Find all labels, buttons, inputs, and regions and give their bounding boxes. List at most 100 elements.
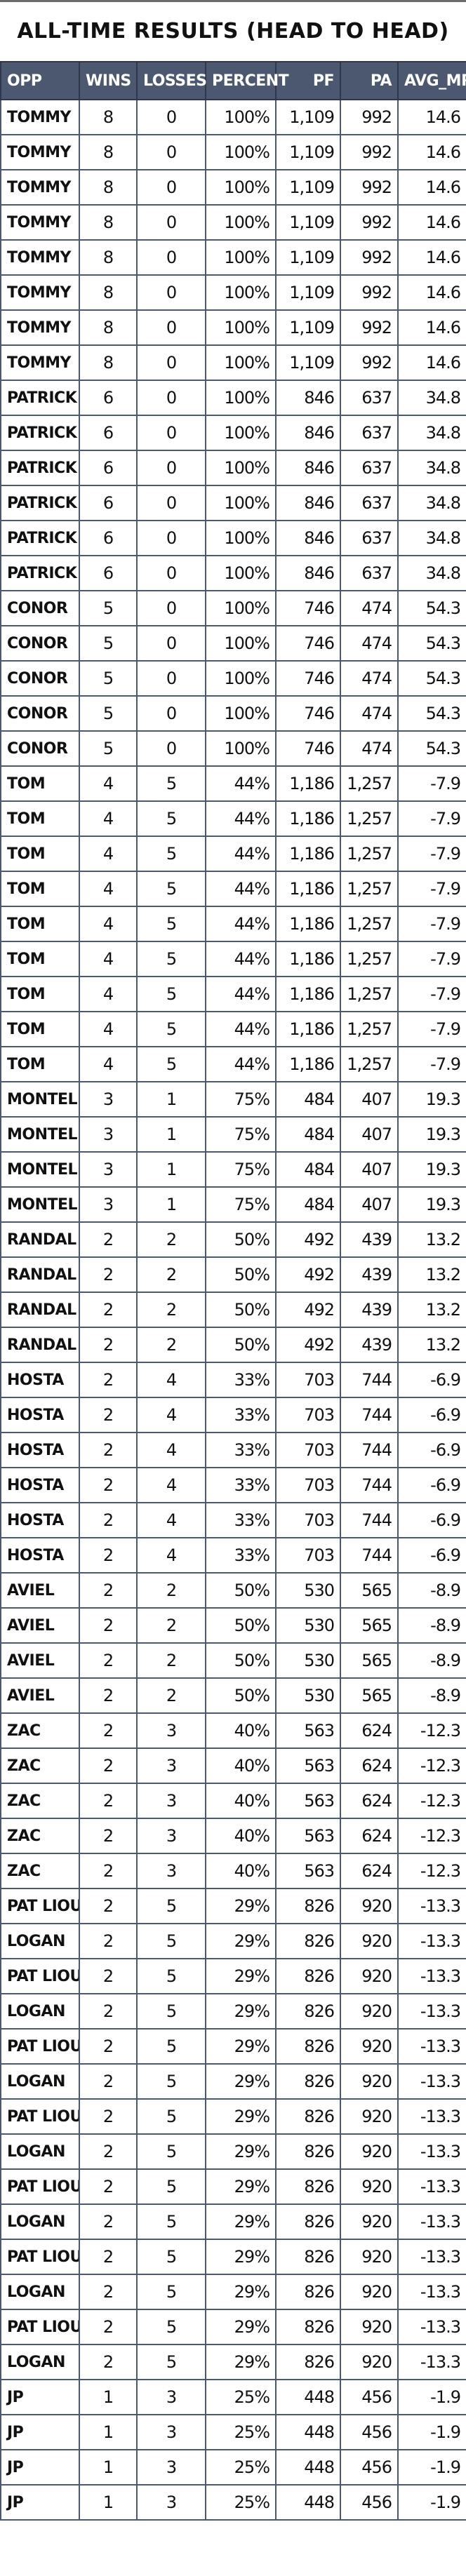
cell-losses: 2 xyxy=(136,1221,206,1258)
cell-opp: AVIEL xyxy=(0,1677,80,1714)
table-row: CONOR 5 0 100% 746 474 54.3 xyxy=(0,590,466,626)
cell-wins: 8 xyxy=(79,309,138,346)
cell-wins: 8 xyxy=(79,99,138,135)
cell-opp: LOGAN xyxy=(0,2063,80,2100)
cell-avg-mrg: 19.3 xyxy=(397,1081,466,1118)
cell-pa: 920 xyxy=(340,1888,399,1924)
cell-pf: 484 xyxy=(275,1116,341,1153)
cell-opp: TOM xyxy=(0,765,80,802)
cell-losses: 5 xyxy=(136,765,206,802)
cell-avg-mrg: 54.3 xyxy=(397,625,466,662)
cell-opp: ZAC xyxy=(0,1818,80,1854)
cell-opp: RANDAL xyxy=(0,1221,80,1258)
cell-avg-mrg: -7.9 xyxy=(397,906,466,942)
cell-wins: 6 xyxy=(79,450,138,486)
cell-losses: 5 xyxy=(136,800,206,837)
cell-wins: 8 xyxy=(79,204,138,241)
table-row: RANDAL 2 2 50% 492 439 13.2 xyxy=(0,1292,466,1328)
cell-wins: 6 xyxy=(79,380,138,416)
cell-pa: 1,257 xyxy=(340,836,399,872)
cell-percent: 29% xyxy=(205,2063,277,2100)
cell-wins: 8 xyxy=(79,134,138,170)
cell-avg-mrg: -13.3 xyxy=(397,2133,466,2170)
cell-wins: 2 xyxy=(79,1221,138,1258)
cell-pf: 448 xyxy=(275,2379,341,2415)
table-row: LOGAN 2 5 29% 826 920 -13.3 xyxy=(0,1993,466,2030)
cell-opp: TOM xyxy=(0,976,80,1012)
cell-avg-mrg: 13.2 xyxy=(397,1327,466,1363)
cell-losses: 5 xyxy=(136,2203,206,2240)
cell-avg-mrg: -13.3 xyxy=(397,2168,466,2205)
cell-percent: 29% xyxy=(205,2239,277,2275)
cell-wins: 5 xyxy=(79,660,138,697)
cell-losses: 5 xyxy=(136,1046,206,1082)
cell-pf: 1,109 xyxy=(275,134,341,170)
cell-percent: 40% xyxy=(205,1853,277,1889)
cell-pa: 456 xyxy=(340,2449,399,2486)
cell-avg-mrg: 34.8 xyxy=(397,555,466,591)
table-row: LOGAN 2 5 29% 826 920 -13.3 xyxy=(0,2274,466,2310)
cell-pa: 920 xyxy=(340,2309,399,2345)
cell-wins: 4 xyxy=(79,941,138,977)
cell-pf: 1,109 xyxy=(275,344,341,381)
cell-wins: 4 xyxy=(79,976,138,1012)
table-row: MONTEL 3 1 75% 484 407 19.3 xyxy=(0,1116,466,1153)
cell-opp: RANDAL xyxy=(0,1292,80,1328)
column-header-opp: OPP xyxy=(0,61,80,100)
cell-opp: TOM xyxy=(0,906,80,942)
cell-pf: 1,186 xyxy=(275,1011,341,1047)
cell-opp: LOGAN xyxy=(0,2133,80,2170)
cell-opp: ZAC xyxy=(0,1747,80,1784)
cell-wins: 2 xyxy=(79,2344,138,2380)
cell-pf: 746 xyxy=(275,695,341,732)
table-row: PATRICK 6 0 100% 846 637 34.8 xyxy=(0,415,466,451)
cell-pa: 624 xyxy=(340,1853,399,1889)
cell-opp: TOM xyxy=(0,800,80,837)
cell-avg-mrg: 14.6 xyxy=(397,99,466,135)
cell-avg-mrg: -8.9 xyxy=(397,1607,466,1644)
cell-avg-mrg: 54.3 xyxy=(397,660,466,697)
cell-pf: 1,186 xyxy=(275,765,341,802)
cell-losses: 0 xyxy=(136,239,206,276)
cell-losses: 0 xyxy=(136,380,206,416)
cell-percent: 100% xyxy=(205,134,277,170)
cell-pf: 484 xyxy=(275,1186,341,1223)
cell-avg-mrg: -8.9 xyxy=(397,1572,466,1609)
table-row: CONOR 5 0 100% 746 474 54.3 xyxy=(0,695,466,732)
cell-avg-mrg: 13.2 xyxy=(397,1256,466,1293)
cell-percent: 29% xyxy=(205,2028,277,2065)
cell-wins: 2 xyxy=(79,1537,138,1574)
table-row: HOSTA 2 4 33% 703 744 -6.9 xyxy=(0,1467,466,1503)
cell-percent: 44% xyxy=(205,941,277,977)
cell-avg-mrg: 14.6 xyxy=(397,309,466,346)
cell-avg-mrg: 54.3 xyxy=(397,730,466,767)
cell-wins: 2 xyxy=(79,2028,138,2065)
cell-avg-mrg: 14.6 xyxy=(397,274,466,311)
cell-pf: 563 xyxy=(275,1712,341,1749)
cell-pa: 1,257 xyxy=(340,765,399,802)
cell-pa: 1,257 xyxy=(340,871,399,907)
cell-pf: 826 xyxy=(275,2028,341,2065)
cell-pf: 563 xyxy=(275,1818,341,1854)
cell-opp: CONOR xyxy=(0,730,80,767)
cell-percent: 100% xyxy=(205,204,277,241)
cell-pa: 744 xyxy=(340,1467,399,1503)
table-row: TOMMY 8 0 100% 1,109 992 14.6 xyxy=(0,99,466,135)
cell-pa: 637 xyxy=(340,450,399,486)
table-row: LOGAN 2 5 29% 826 920 -13.3 xyxy=(0,2133,466,2170)
cell-pf: 1,186 xyxy=(275,800,341,837)
cell-opp: MONTEL xyxy=(0,1186,80,1223)
table-row: TOM 4 5 44% 1,186 1,257 -7.9 xyxy=(0,1046,466,1082)
table-row: LOGAN 2 5 29% 826 920 -13.3 xyxy=(0,2063,466,2100)
cell-opp: HOSTA xyxy=(0,1432,80,1468)
cell-percent: 44% xyxy=(205,1011,277,1047)
cell-losses: 0 xyxy=(136,309,206,346)
cell-pa: 439 xyxy=(340,1221,399,1258)
table-row: AVIEL 2 2 50% 530 565 -8.9 xyxy=(0,1572,466,1609)
cell-pf: 703 xyxy=(275,1432,341,1468)
cell-losses: 4 xyxy=(136,1432,206,1468)
cell-opp: TOMMY xyxy=(0,169,80,206)
table-row: MONTEL 3 1 75% 484 407 19.3 xyxy=(0,1151,466,1188)
cell-pa: 920 xyxy=(340,1958,399,1994)
cell-wins: 5 xyxy=(79,730,138,767)
